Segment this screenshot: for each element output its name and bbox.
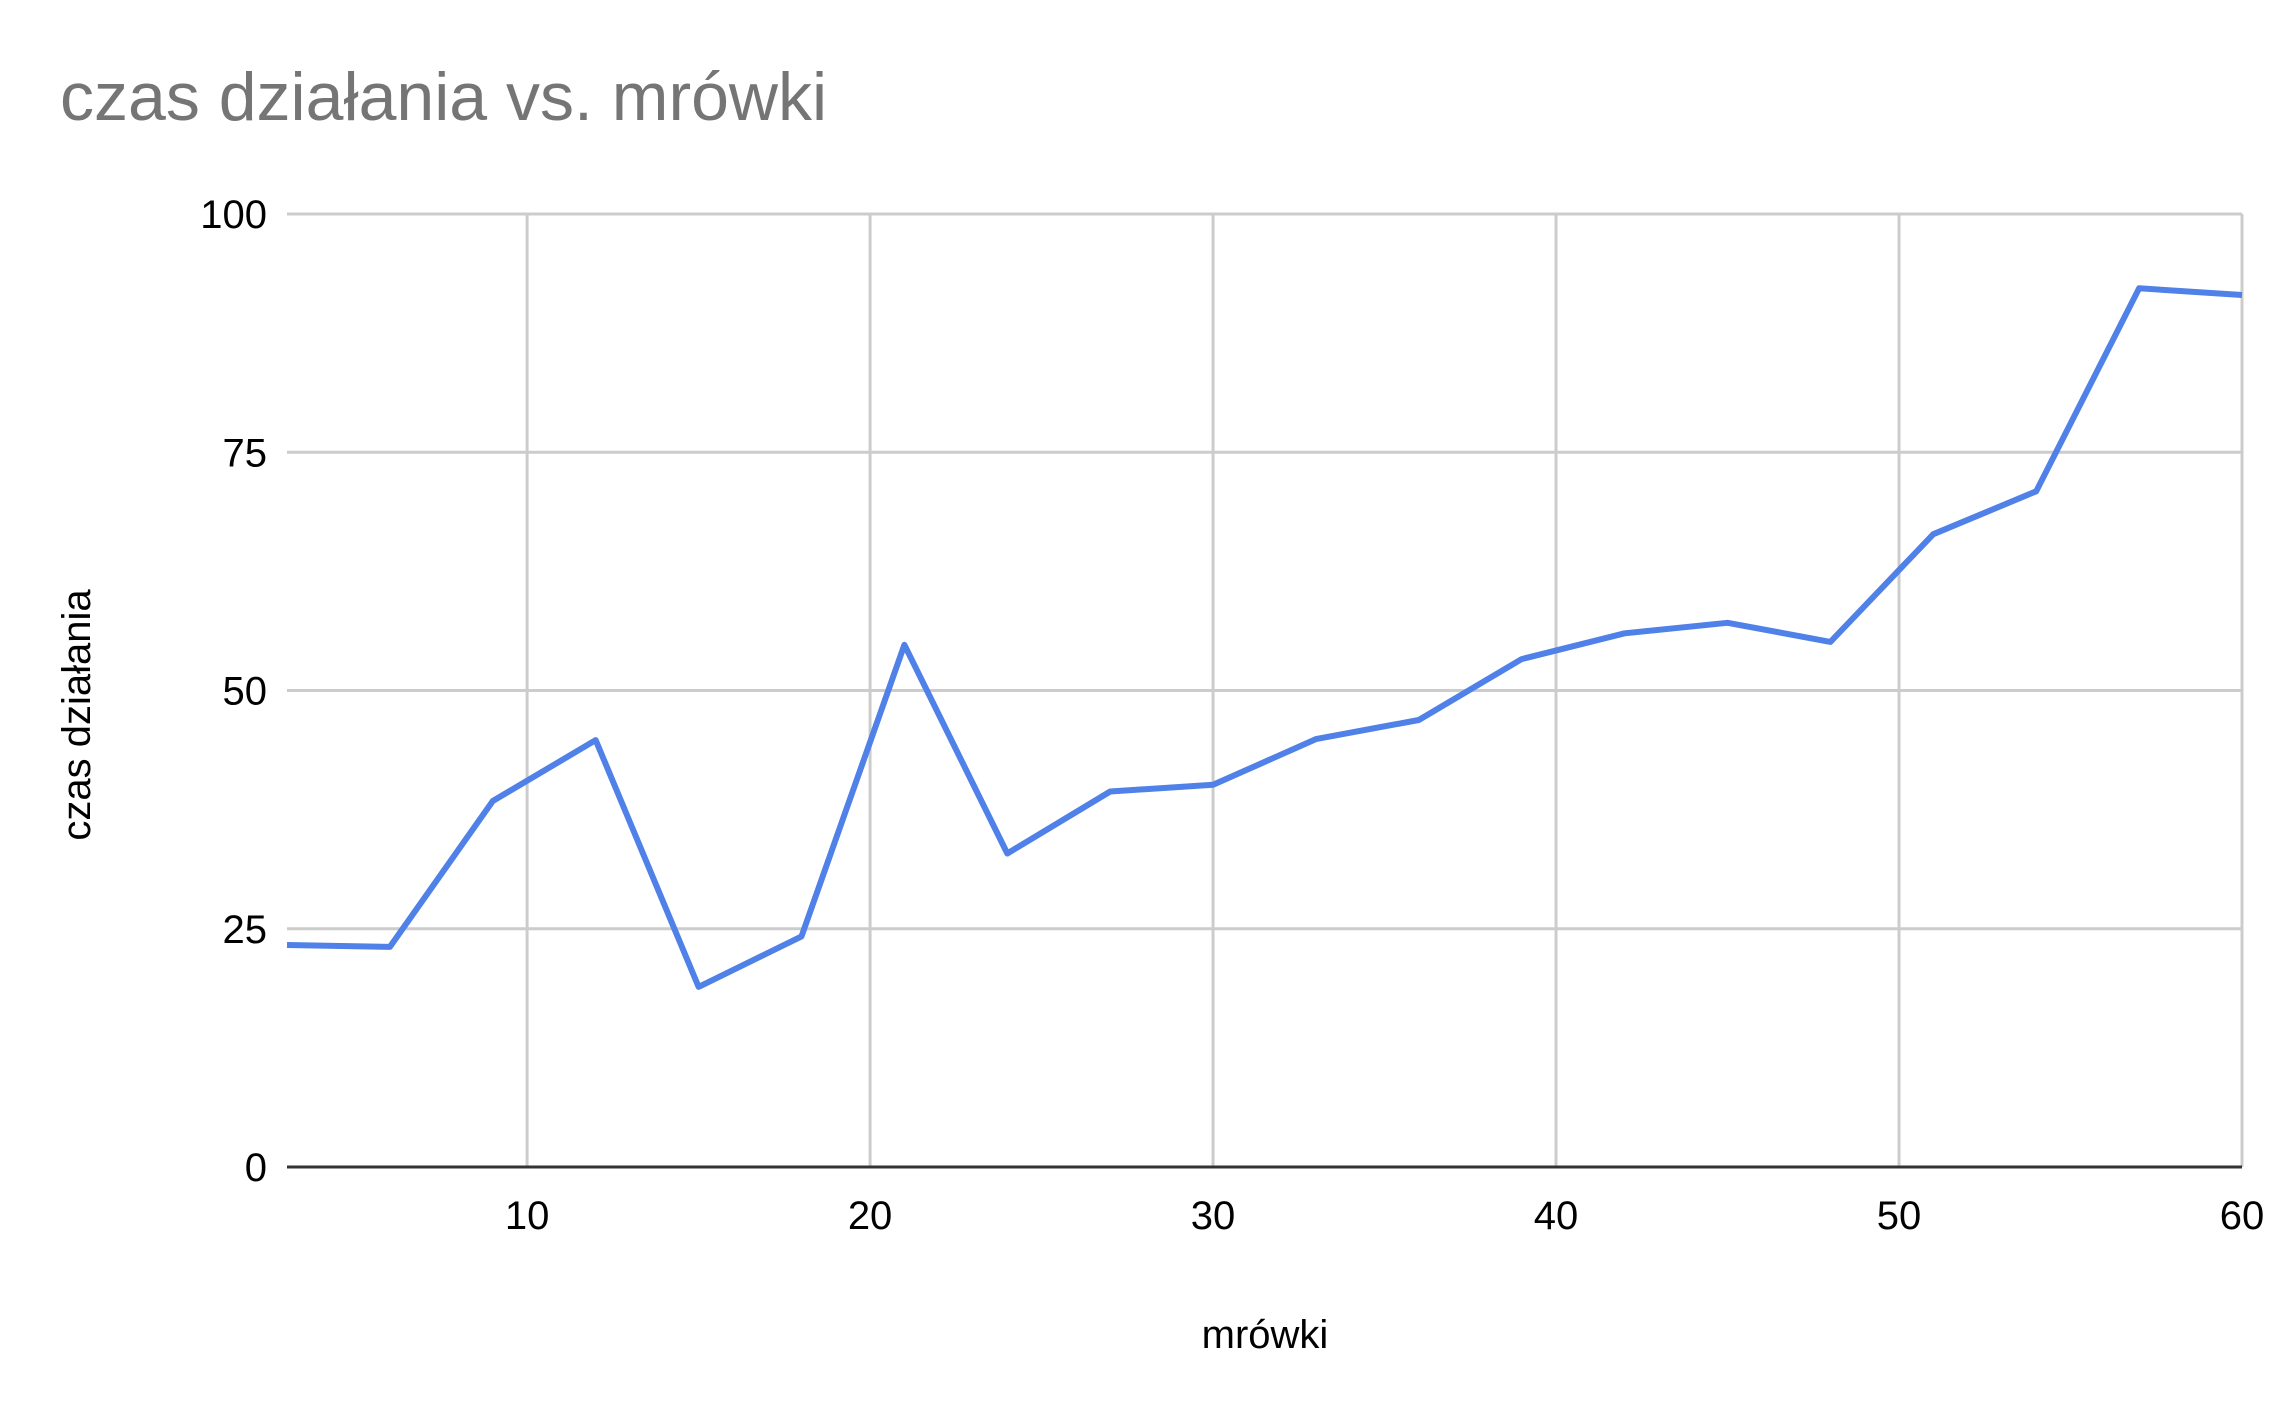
data-point	[1622, 630, 1628, 636]
x-tick-label: 30	[1191, 1194, 1236, 1238]
x-tick-label: 20	[848, 1194, 893, 1238]
x-tick-label: 10	[505, 1194, 550, 1238]
data-point	[387, 944, 393, 950]
y-tick-label: 75	[223, 431, 268, 475]
data-point	[2033, 488, 2039, 494]
y-axis-title: czas działania	[55, 589, 99, 841]
data-point	[593, 737, 599, 743]
axis-labels: mrówki czas działania	[55, 589, 1328, 1357]
y-tick-label: 25	[223, 908, 268, 952]
series-line	[286, 285, 2243, 990]
data-point	[798, 933, 804, 939]
x-tick-label: 50	[1877, 1194, 1922, 1238]
y-tick-label: 0	[245, 1146, 267, 1190]
x-tick-label: 60	[2220, 1194, 2265, 1238]
y-tick-label: 100	[200, 193, 267, 237]
data-point	[284, 942, 290, 948]
data-point	[1930, 531, 1936, 537]
data-point	[1827, 639, 1833, 645]
data-point	[1313, 736, 1319, 742]
grid-lines	[287, 212, 2244, 1167]
data-point	[1210, 782, 1216, 788]
data-point	[1416, 717, 1422, 723]
data-point	[901, 642, 907, 648]
y-tick-label: 50	[223, 670, 268, 714]
x-tick-label: 40	[1534, 1194, 1579, 1238]
data-point	[1004, 850, 1010, 856]
chart-title: czas działania vs. mrówki	[60, 59, 828, 135]
data-point	[490, 798, 496, 804]
data-point	[696, 984, 702, 990]
data-point	[1725, 620, 1731, 626]
series	[284, 285, 2245, 990]
axes: 0 25 50 75 100 10 20 30 40 50 60	[200, 193, 2264, 1238]
data-point	[1519, 656, 1525, 662]
data-point	[2239, 292, 2245, 298]
data-point	[2136, 285, 2142, 291]
x-axis-title: mrówki	[1202, 1313, 1329, 1357]
data-point	[1107, 789, 1113, 795]
